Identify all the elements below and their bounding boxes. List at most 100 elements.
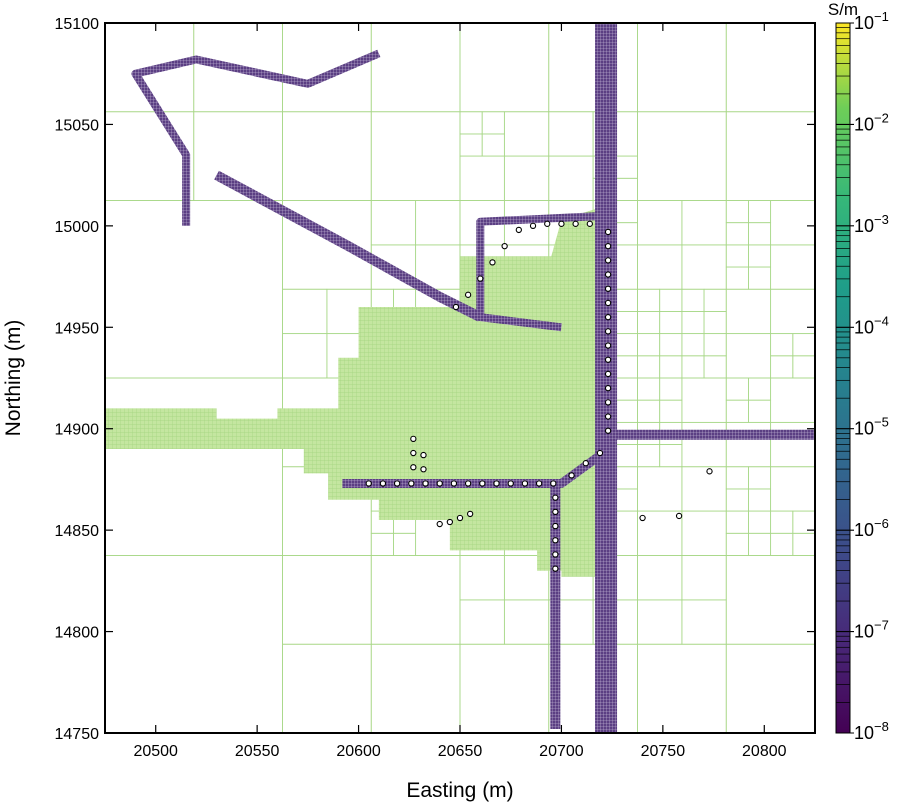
y-tick-label: 14850 bbox=[55, 523, 100, 540]
y-tick-label: 15050 bbox=[55, 117, 100, 134]
receiver-point bbox=[675, 512, 683, 520]
x-tick-label: 20750 bbox=[641, 743, 686, 760]
x-tick-label: 20550 bbox=[235, 743, 280, 760]
colorbar-tick-label: 10−3 bbox=[854, 212, 889, 236]
receiver-point bbox=[604, 356, 612, 363]
receiver-point bbox=[507, 480, 514, 487]
receiver-point bbox=[365, 480, 372, 487]
receiver-point bbox=[552, 551, 559, 558]
conductor-main-drift bbox=[342, 447, 609, 488]
receiver-point bbox=[604, 413, 612, 420]
receiver-point bbox=[596, 449, 604, 457]
y-axis-label: Northing (m) bbox=[2, 320, 25, 437]
y-axis: 14750 14800 14850 14900 14950 15000 15050 15100 bbox=[55, 16, 815, 743]
receiver-point bbox=[558, 220, 565, 227]
receivers bbox=[365, 220, 713, 572]
receiver-point bbox=[408, 480, 415, 487]
receiver-point bbox=[489, 259, 496, 266]
receiver-point bbox=[604, 427, 612, 434]
receiver-point bbox=[552, 537, 559, 544]
receiver-point bbox=[582, 460, 589, 467]
receiver-point bbox=[515, 226, 522, 234]
receiver-point bbox=[552, 522, 559, 530]
receiver-point bbox=[493, 480, 500, 487]
conductor-far-nw bbox=[131, 49, 381, 226]
receiver-point bbox=[422, 480, 429, 487]
receiver-point bbox=[604, 228, 612, 236]
receiver-point bbox=[464, 480, 472, 487]
receiver-point bbox=[604, 328, 612, 335]
colorbar-unit: S/m bbox=[828, 0, 858, 19]
receiver-point bbox=[410, 464, 417, 471]
colorbar-tick-label: 10−8 bbox=[854, 719, 889, 743]
colorbar-tick-label: 10−1 bbox=[854, 9, 889, 33]
x-axis: 20500 20550 20600 20650 20700 20750 20800 bbox=[133, 23, 787, 760]
x-tick-label: 20600 bbox=[336, 743, 381, 760]
colorbar-tick-label: 10−4 bbox=[854, 313, 889, 337]
receiver-point bbox=[477, 275, 484, 282]
mesh-cell bbox=[725, 643, 815, 733]
receiver-point bbox=[420, 466, 427, 473]
receiver-point bbox=[604, 299, 612, 307]
receiver-point bbox=[410, 435, 417, 443]
y-tick-label: 14750 bbox=[55, 726, 100, 743]
receiver-point bbox=[436, 480, 443, 487]
receiver-point bbox=[410, 449, 417, 457]
receiver-point bbox=[604, 242, 612, 250]
y-tick-label: 14950 bbox=[55, 320, 100, 337]
receiver-point bbox=[450, 480, 458, 487]
receiver-point bbox=[544, 220, 551, 227]
plot-area bbox=[104, 22, 816, 734]
x-tick-label: 20800 bbox=[742, 743, 787, 760]
receiver-point bbox=[529, 222, 537, 230]
receiver-point bbox=[393, 480, 401, 487]
receiver-point bbox=[639, 514, 646, 522]
receiver-point bbox=[535, 480, 543, 487]
colorbar: S/m 10−8 10−7 10−6 10−5 10−4 10−3 10−2 10−1 bbox=[828, 0, 889, 743]
receiver-point bbox=[604, 285, 612, 292]
receiver-point bbox=[466, 510, 474, 518]
receiver-point bbox=[552, 508, 559, 516]
receiver-point bbox=[706, 468, 713, 475]
receiver-point bbox=[586, 220, 593, 227]
receiver-point bbox=[572, 220, 579, 227]
y-tick-label: 14900 bbox=[55, 422, 100, 439]
receiver-point bbox=[604, 271, 612, 278]
colorbar-tick-label: 10−2 bbox=[854, 110, 889, 134]
colorbar-tick-label: 10−7 bbox=[854, 618, 889, 642]
y-tick-label: 15100 bbox=[55, 16, 100, 33]
receiver-point bbox=[521, 480, 529, 487]
receiver-point bbox=[464, 291, 472, 298]
receiver-point bbox=[604, 342, 612, 349]
receiver-point bbox=[436, 520, 443, 528]
conductor-north-loop bbox=[476, 211, 607, 332]
colorbar-ticks: 10−8 10−7 10−6 10−5 10−4 10−3 10−2 10−1 bbox=[836, 9, 889, 743]
conductor-nw-drift bbox=[214, 170, 483, 322]
receiver-point bbox=[604, 257, 612, 264]
x-tick-label: 20700 bbox=[539, 743, 584, 760]
colorbar-tick-label: 10−6 bbox=[854, 516, 889, 540]
colorbar-gradient bbox=[835, 22, 851, 734]
receiver-point bbox=[452, 303, 460, 311]
x-tick-label: 20500 bbox=[133, 743, 178, 760]
receiver-point bbox=[604, 370, 612, 378]
receiver-point bbox=[479, 480, 486, 487]
receiver-point bbox=[550, 480, 557, 487]
y-tick-label: 14800 bbox=[55, 625, 100, 642]
x-tick-label: 20650 bbox=[438, 743, 483, 760]
receiver-point bbox=[379, 480, 387, 487]
x-axis-label: Easting (m) bbox=[406, 779, 513, 802]
receiver-point bbox=[568, 472, 575, 479]
receiver-point bbox=[604, 384, 612, 392]
y-tick-label: 15000 bbox=[55, 219, 100, 236]
conductors bbox=[131, 23, 815, 733]
receiver-point bbox=[552, 565, 559, 572]
receiver-point bbox=[604, 313, 612, 321]
receiver-point bbox=[420, 451, 427, 459]
receiver-point bbox=[552, 494, 559, 501]
receiver-point bbox=[456, 514, 464, 522]
receiver-point bbox=[501, 242, 508, 250]
receiver-point bbox=[604, 399, 612, 406]
colorbar-tick-label: 10−5 bbox=[854, 415, 889, 439]
